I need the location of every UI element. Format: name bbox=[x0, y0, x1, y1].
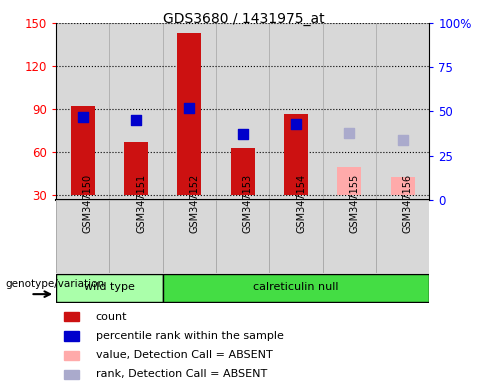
Text: percentile rank within the sample: percentile rank within the sample bbox=[96, 331, 284, 341]
Point bbox=[292, 121, 300, 127]
Point bbox=[399, 137, 407, 143]
Text: genotype/variation: genotype/variation bbox=[5, 279, 104, 289]
Bar bbox=[71, 106, 95, 195]
FancyBboxPatch shape bbox=[64, 351, 79, 360]
Bar bbox=[323, 23, 376, 200]
Bar bbox=[163, 23, 216, 200]
Text: count: count bbox=[96, 312, 127, 322]
Point bbox=[346, 129, 353, 136]
Point bbox=[79, 114, 87, 120]
Text: rank, Detection Call = ABSENT: rank, Detection Call = ABSENT bbox=[96, 369, 267, 379]
Bar bbox=[124, 142, 148, 195]
FancyBboxPatch shape bbox=[64, 370, 79, 379]
Text: wild type: wild type bbox=[84, 282, 135, 292]
Text: GSM347151: GSM347151 bbox=[136, 174, 146, 233]
Bar bbox=[109, 200, 163, 273]
Bar bbox=[56, 23, 109, 200]
Text: value, Detection Call = ABSENT: value, Detection Call = ABSENT bbox=[96, 350, 272, 360]
Bar bbox=[178, 33, 202, 195]
Text: calreticulin null: calreticulin null bbox=[253, 282, 339, 292]
Point bbox=[239, 131, 246, 137]
Bar bbox=[337, 167, 362, 195]
Bar bbox=[109, 23, 163, 200]
Point bbox=[185, 105, 193, 111]
Bar bbox=[163, 274, 429, 302]
Bar bbox=[56, 200, 109, 273]
Text: GSM347152: GSM347152 bbox=[189, 174, 200, 233]
Text: GSM347153: GSM347153 bbox=[243, 174, 253, 233]
Bar bbox=[391, 177, 415, 195]
Bar bbox=[216, 23, 269, 200]
Bar bbox=[216, 200, 269, 273]
Text: GDS3680 / 1431975_at: GDS3680 / 1431975_at bbox=[163, 12, 325, 25]
Text: GSM347156: GSM347156 bbox=[403, 174, 413, 233]
Text: GSM347150: GSM347150 bbox=[83, 174, 93, 233]
Text: GSM347154: GSM347154 bbox=[296, 174, 306, 233]
Bar bbox=[376, 23, 429, 200]
Bar bbox=[323, 200, 376, 273]
Point bbox=[132, 117, 140, 123]
Bar bbox=[56, 274, 163, 302]
Bar bbox=[231, 148, 255, 195]
Bar bbox=[269, 200, 323, 273]
Bar bbox=[284, 114, 308, 195]
Bar bbox=[269, 23, 323, 200]
Bar bbox=[163, 200, 216, 273]
Bar bbox=[376, 200, 429, 273]
Text: GSM347155: GSM347155 bbox=[349, 174, 360, 233]
FancyBboxPatch shape bbox=[64, 312, 79, 321]
FancyBboxPatch shape bbox=[64, 331, 79, 341]
